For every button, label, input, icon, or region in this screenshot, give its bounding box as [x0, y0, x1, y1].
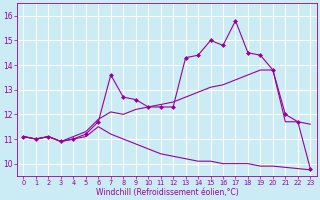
X-axis label: Windchill (Refroidissement éolien,°C): Windchill (Refroidissement éolien,°C)	[96, 188, 238, 197]
